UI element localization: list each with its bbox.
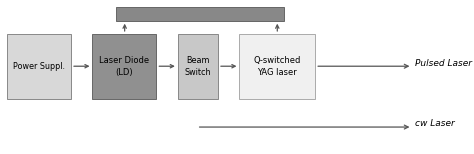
Bar (92, 34, 156, 99)
Bar (7, 34, 71, 99)
Text: Beam
Switch: Beam Switch (185, 56, 211, 77)
Text: cw Laser: cw Laser (415, 120, 455, 128)
Text: Power Suppl.: Power Suppl. (13, 62, 65, 71)
Bar (178, 34, 218, 99)
Text: Laser Diode
(LD): Laser Diode (LD) (100, 56, 149, 77)
Bar (239, 34, 315, 99)
Text: Q-switched
YAG laser: Q-switched YAG laser (254, 56, 301, 77)
Text: Pulsed Laser: Pulsed Laser (415, 59, 472, 68)
Text: Radiator: Radiator (181, 0, 219, 2)
Bar (116, 7, 284, 21)
